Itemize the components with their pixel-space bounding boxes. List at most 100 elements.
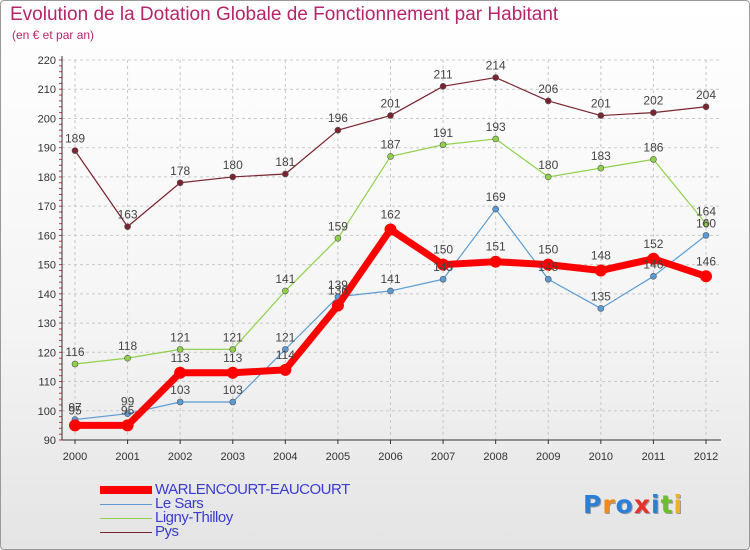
- data-label-le-sars: 135: [591, 289, 611, 303]
- data-label-warlencourt-eaucourt: 114: [276, 348, 295, 362]
- y-tick-label: 140: [38, 289, 56, 301]
- data-point-le-sars: [702, 232, 710, 239]
- data-point-ligny-thilloy: [439, 141, 447, 149]
- data-label-pys: 206: [538, 82, 558, 96]
- data-label-pys: 181: [275, 155, 295, 169]
- legend-label-ligny-thilloy: Ligny-Thilloy: [155, 509, 233, 526]
- data-label-ligny-thilloy: 193: [486, 120, 506, 134]
- data-label-pys: 201: [380, 97, 400, 111]
- y-tick-label: 110: [38, 377, 56, 389]
- y-tick-label: 170: [38, 201, 56, 213]
- data-point-warlencourt-eaucourt: [437, 258, 450, 271]
- data-label-ligny-thilloy: 187: [380, 137, 400, 151]
- data-label-pys: 214: [486, 59, 506, 73]
- data-point-pys: [334, 126, 342, 134]
- data-point-le-sars: [387, 287, 394, 295]
- data-point-warlencourt-eaucourt: [174, 366, 187, 379]
- data-label-warlencourt-eaucourt: 150: [433, 243, 453, 257]
- data-point-warlencourt-eaucourt: [121, 419, 134, 432]
- legend-label-warlencourt: WARLENCOURT-EAUCOURT: [155, 481, 350, 498]
- chart-subtitle: (en € et par an): [12, 28, 95, 42]
- data-point-ligny-thilloy: [282, 287, 289, 295]
- data-point-le-sars: [229, 398, 237, 406]
- data-point-ligny-thilloy: [650, 156, 657, 163]
- data-label-le-sars: 145: [433, 260, 453, 274]
- data-label-le-sars: 121: [275, 330, 295, 344]
- x-tick-label: 2003: [221, 451, 245, 463]
- data-label-ligny-thilloy: 141: [275, 272, 295, 286]
- data-point-pys: [597, 112, 605, 119]
- legend-label-le-sars: Le Sars: [155, 495, 204, 512]
- data-point-ligny-thilloy: [597, 164, 605, 172]
- data-point-warlencourt-eaucourt: [226, 366, 239, 379]
- data-point-pys: [282, 170, 289, 178]
- data-label-le-sars: 97: [68, 401, 82, 415]
- data-label-ligny-thilloy: 118: [118, 339, 137, 353]
- x-tick-label: 2012: [694, 451, 718, 463]
- x-tick-label: 2010: [589, 451, 613, 463]
- x-tick-label: 2008: [483, 451, 507, 463]
- data-label-le-sars: 141: [380, 272, 400, 286]
- data-label-pys: 178: [170, 164, 190, 178]
- data-label-ligny-thilloy: 186: [643, 140, 663, 154]
- x-tick-label: 2009: [536, 451, 560, 463]
- data-label-warlencourt-eaucourt: 146: [696, 254, 716, 268]
- data-point-le-sars: [650, 273, 657, 280]
- data-point-warlencourt-eaucourt: [279, 363, 292, 376]
- chart-title: Evolution de la Dotation Globale de Fonc…: [10, 4, 559, 25]
- data-point-le-sars: [439, 275, 447, 283]
- legend-swatch-le-sars: [100, 504, 152, 505]
- data-point-ligny-thilloy: [176, 346, 184, 353]
- data-label-warlencourt-eaucourt: 151: [486, 240, 506, 254]
- proxiti-logo: Proxiti: [583, 490, 684, 519]
- data-point-warlencourt-eaucourt: [594, 264, 607, 277]
- data-point-pys: [439, 83, 447, 90]
- data-point-pys: [176, 179, 184, 187]
- data-label-pys: 201: [591, 97, 611, 111]
- data-point-le-sars: [597, 305, 605, 312]
- y-tick-label: 130: [38, 318, 56, 330]
- data-label-pys: 202: [643, 94, 663, 108]
- data-label-warlencourt-eaucourt: 148: [591, 248, 611, 262]
- legend-swatch-ligny-thilloy: [100, 518, 152, 519]
- data-point-pys: [387, 112, 394, 119]
- data-label-le-sars: 139: [328, 278, 348, 292]
- legend-label-pys: Pys: [155, 523, 179, 540]
- data-label-ligny-thilloy: 121: [170, 330, 190, 344]
- data-label-warlencourt-eaucourt: 113: [223, 351, 242, 365]
- data-point-pys: [702, 103, 710, 111]
- data-label-pys: 189: [65, 132, 85, 146]
- data-label-pys: 204: [696, 88, 716, 102]
- x-tick-label: 2000: [63, 451, 87, 463]
- legend-swatch-pys: [100, 532, 152, 533]
- data-label-warlencourt-eaucourt: 152: [643, 237, 663, 251]
- data-point-pys: [650, 109, 657, 116]
- legend-swatch-warlencourt: [100, 486, 152, 494]
- data-point-warlencourt-eaucourt: [384, 223, 397, 236]
- y-tick-label: 150: [38, 260, 56, 272]
- data-point-ligny-thilloy: [492, 135, 499, 143]
- data-point-warlencourt-eaucourt: [69, 419, 81, 432]
- data-label-le-sars: 169: [486, 190, 506, 204]
- data-label-ligny-thilloy: 121: [223, 330, 243, 344]
- data-label-warlencourt-eaucourt: 136: [328, 284, 348, 298]
- data-point-warlencourt-eaucourt: [700, 270, 712, 283]
- y-tick-label: 180: [38, 172, 56, 184]
- y-tick-label: 220: [38, 55, 56, 67]
- y-tick-label: 120: [38, 347, 56, 359]
- y-tick-label: 160: [38, 230, 56, 242]
- y-tick-label: 90: [44, 435, 56, 447]
- data-point-le-sars: [124, 410, 131, 417]
- data-label-warlencourt-eaucourt: 162: [380, 208, 400, 222]
- data-point-warlencourt-eaucourt: [331, 299, 344, 312]
- data-point-warlencourt-eaucourt: [489, 255, 502, 268]
- data-label-ligny-thilloy: 116: [65, 345, 84, 359]
- data-point-le-sars: [282, 346, 289, 353]
- data-point-ligny-thilloy: [702, 220, 710, 227]
- data-label-pys: 163: [118, 208, 138, 222]
- data-point-ligny-thilloy: [229, 346, 237, 353]
- y-tick-label: 100: [38, 406, 56, 418]
- data-point-pys: [229, 173, 237, 181]
- data-point-le-sars: [492, 205, 499, 213]
